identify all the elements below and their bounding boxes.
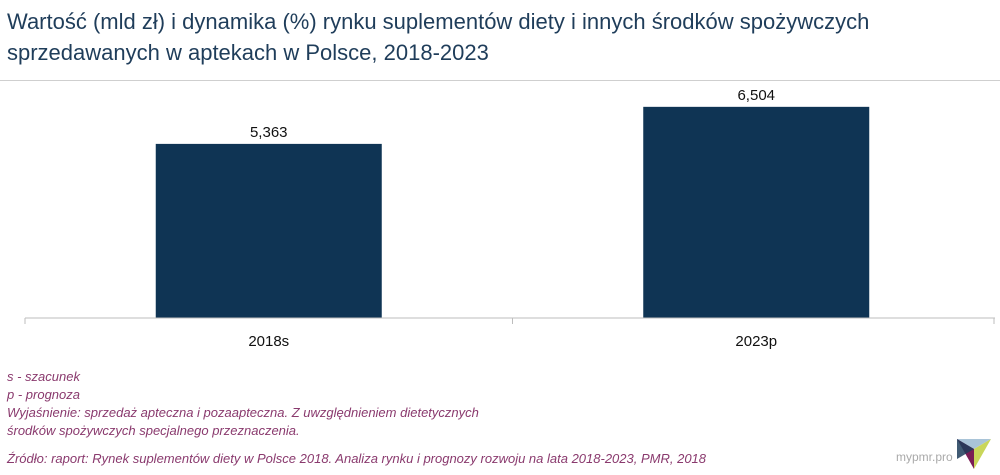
data-label-2023p: 6,504	[737, 87, 775, 104]
footnote-explanation-line-1: Wyjaśnienie: sprzedaż apteczna i pozaapt…	[7, 405, 479, 420]
x-tick-label-2018s: 2018s	[248, 333, 289, 350]
title-divider	[0, 80, 1000, 81]
pmr-cube-logo-icon	[957, 439, 991, 469]
brand-url[interactable]: mypmr.pro	[896, 450, 953, 464]
footnote-forecast: p - prognoza	[7, 387, 80, 402]
chart-title-line-1: Wartość (mld zł) i dynamika (%) rynku su…	[7, 9, 870, 34]
x-tick-label-2023p: 2023p	[735, 333, 777, 350]
footnote-estimate: s - szacunek	[7, 369, 80, 384]
footnotes: s - szacunek p - prognoza Wyjaśnienie: s…	[7, 368, 479, 440]
source-note: Źródło: raport: Rynek suplementów diety …	[7, 451, 707, 466]
bar-2018s	[155, 143, 382, 318]
bar-2023p	[643, 106, 870, 318]
chart-title-line-2: sprzedawanych w aptekach w Polsce, 2018-…	[7, 40, 489, 65]
data-label-2018s: 5,363	[250, 124, 288, 141]
chart-title: Wartość (mld zł) i dynamika (%) rynku su…	[7, 6, 967, 68]
bar-chart: 5,363 2018s 6,504 2023p	[24, 87, 995, 350]
footnote-explanation-line-2: środków spożywczych specjalnego przeznac…	[7, 423, 300, 438]
